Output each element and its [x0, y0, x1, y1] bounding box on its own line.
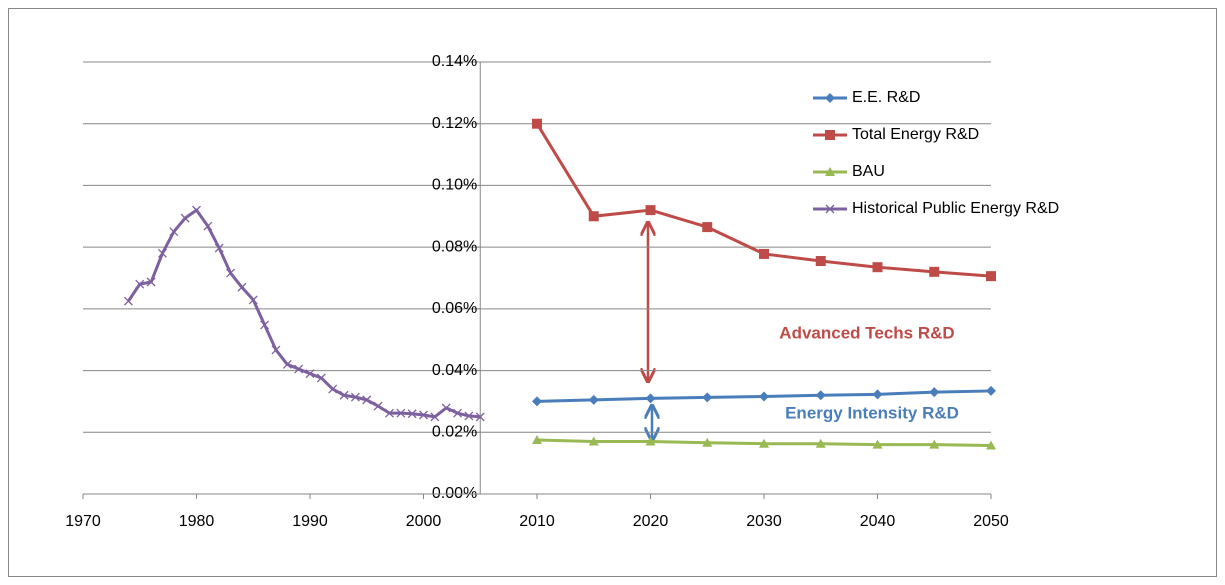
- marker: [475, 412, 485, 422]
- chart-frame: [8, 8, 1217, 577]
- annotation: Advanced Techs R&D: [779, 323, 954, 342]
- y-tick-label: 0.10%: [432, 177, 477, 194]
- marker: [929, 266, 940, 277]
- x-tick-label: 1970: [65, 513, 101, 530]
- x-tick-label: 2030: [746, 513, 782, 530]
- marker: [645, 393, 656, 404]
- marker: [532, 118, 542, 129]
- legend-label: Total Energy R&D: [852, 126, 979, 143]
- legend-marker: [825, 93, 835, 103]
- marker: [872, 389, 883, 400]
- marker: [260, 320, 270, 330]
- marker: [453, 408, 463, 418]
- marker: [407, 409, 417, 419]
- marker: [305, 369, 315, 379]
- y-tick-label: 0.12%: [432, 115, 477, 132]
- marker: [146, 277, 156, 287]
- marker: [872, 439, 883, 449]
- marker: [373, 401, 383, 411]
- marker: [419, 410, 428, 420]
- marker: [702, 437, 713, 447]
- marker: [180, 213, 190, 223]
- y-tick-label: 0.14%: [432, 53, 477, 70]
- x-tick-label: 1980: [179, 513, 215, 530]
- marker: [702, 222, 713, 233]
- x-tick-label: 2050: [973, 513, 1009, 530]
- marker: [384, 408, 394, 418]
- marker: [169, 227, 179, 237]
- marker: [588, 211, 599, 222]
- y-tick-label: 0.06%: [432, 300, 477, 317]
- marker: [588, 394, 599, 405]
- marker: [464, 411, 474, 421]
- marker: [702, 392, 713, 403]
- marker: [282, 359, 292, 369]
- x-tick-label: 1990: [292, 513, 328, 530]
- legend-label: BAU: [852, 163, 885, 180]
- annotation: Energy Intensity R&D: [785, 403, 959, 422]
- marker: [328, 384, 338, 394]
- legend-label: Historical Public Energy R&D: [852, 200, 1059, 217]
- legend-label: E.E. R&D: [852, 89, 920, 106]
- marker: [929, 439, 940, 449]
- marker: [532, 435, 542, 444]
- marker: [645, 436, 656, 446]
- marker: [135, 279, 145, 289]
- marker: [226, 268, 236, 278]
- marker: [248, 295, 258, 305]
- marker: [214, 243, 224, 253]
- marker: [532, 396, 542, 407]
- legend-marker: [825, 130, 835, 140]
- marker: [929, 387, 940, 398]
- marker: [339, 390, 349, 400]
- y-tick-label: 0.04%: [432, 362, 477, 379]
- marker: [294, 364, 304, 374]
- marker: [815, 438, 826, 448]
- marker: [362, 395, 372, 405]
- marker: [815, 256, 826, 267]
- marker: [759, 391, 769, 402]
- marker: [645, 205, 656, 216]
- marker: [430, 412, 440, 422]
- x-tick-label: 2010: [519, 513, 555, 530]
- marker: [271, 345, 281, 355]
- y-tick-label: 0.02%: [432, 424, 477, 441]
- marker: [588, 436, 599, 446]
- marker: [759, 248, 769, 259]
- marker: [316, 373, 326, 383]
- marker: [123, 296, 133, 306]
- marker: [759, 438, 769, 448]
- x-tick-label: 2020: [633, 513, 669, 530]
- marker: [815, 390, 826, 401]
- legend-marker: [825, 204, 835, 214]
- legend-marker: [825, 167, 835, 176]
- marker: [350, 392, 360, 402]
- marker: [872, 262, 883, 273]
- marker: [986, 440, 996, 450]
- marker: [157, 248, 167, 258]
- marker: [192, 205, 201, 215]
- marker: [203, 221, 213, 231]
- marker: [441, 403, 451, 413]
- x-tick-label: 2000: [406, 513, 442, 530]
- marker: [986, 385, 996, 396]
- marker: [237, 282, 247, 292]
- marker: [396, 408, 406, 418]
- marker: [986, 271, 996, 282]
- y-tick-label: 0.08%: [432, 238, 477, 255]
- x-tick-label: 2040: [860, 513, 896, 530]
